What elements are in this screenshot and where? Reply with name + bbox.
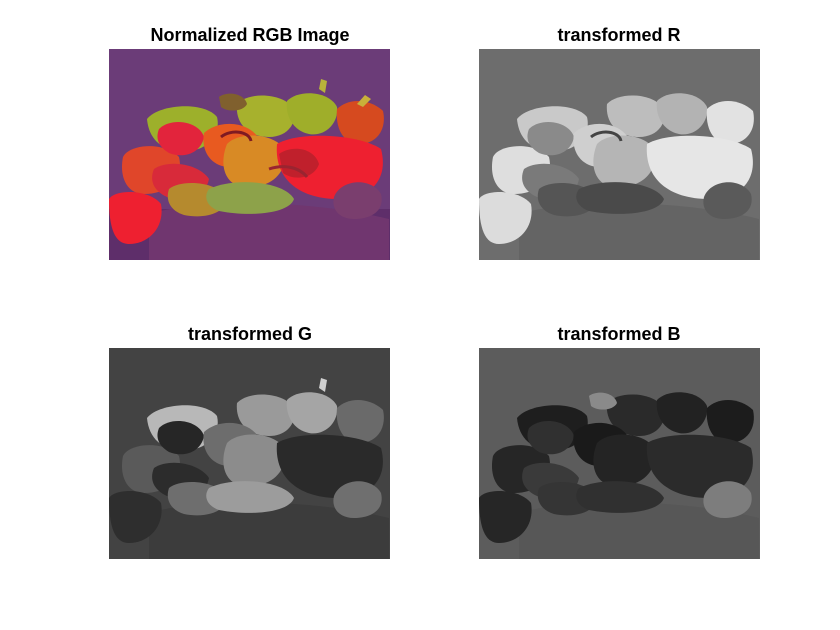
transformed-g-image (109, 348, 390, 559)
transformed-b-image (479, 348, 760, 559)
normalized-rgb-image (109, 49, 390, 260)
panel-title-transformed-r: transformed R (469, 24, 769, 46)
transformed-b-image-graphic (479, 348, 760, 559)
transformed-g-image-graphic (109, 348, 390, 559)
panel-title-transformed-g: transformed G (100, 323, 400, 345)
normalized-rgb-image-graphic (109, 49, 390, 260)
panel-title-transformed-b: transformed B (469, 323, 769, 345)
transformed-r-image (479, 49, 760, 260)
panel-title-normalized-rgb: Normalized RGB Image (100, 24, 400, 46)
transformed-r-image-graphic (479, 49, 760, 260)
